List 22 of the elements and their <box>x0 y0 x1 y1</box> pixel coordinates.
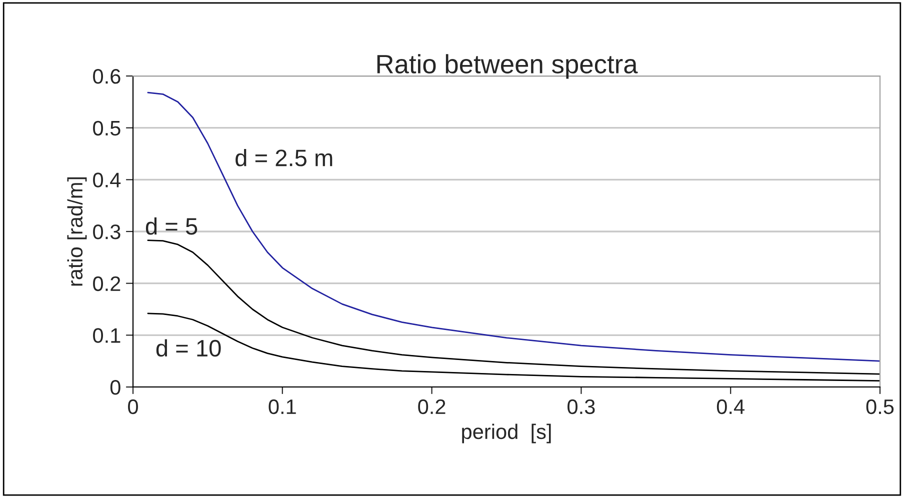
line-series <box>147 240 880 375</box>
y-tick-label: 0.4 <box>93 172 121 188</box>
x-tick-label: 0.1 <box>268 399 296 414</box>
y-tick-label: 0.1 <box>93 328 120 343</box>
annotation: d = 10 <box>156 339 221 357</box>
x-tick-label: 0.2 <box>418 399 446 414</box>
annotation: d = 5 <box>146 217 198 235</box>
annotation: d = 2.5 m <box>236 148 332 166</box>
x-tick-label: 0.4 <box>716 399 744 414</box>
chart-title: Ratio between spectra <box>377 54 638 79</box>
line-series <box>147 312 880 382</box>
x-tick-label: 0.5 <box>866 399 894 414</box>
y-tick-label: 0.6 <box>93 69 120 84</box>
line-series <box>147 92 880 362</box>
y-tick-label: 0.2 <box>93 276 120 292</box>
x-tick-label: 0 <box>128 399 138 414</box>
x-tick-label: 0.3 <box>568 399 595 414</box>
y-tick-label: 0 <box>110 380 120 395</box>
x-axis-title: period [s] <box>462 424 551 444</box>
y-tick-label: 0.5 <box>93 120 120 136</box>
y-axis-title: ratio [rad/m] <box>67 177 87 286</box>
y-tick-label: 0.3 <box>93 224 120 240</box>
